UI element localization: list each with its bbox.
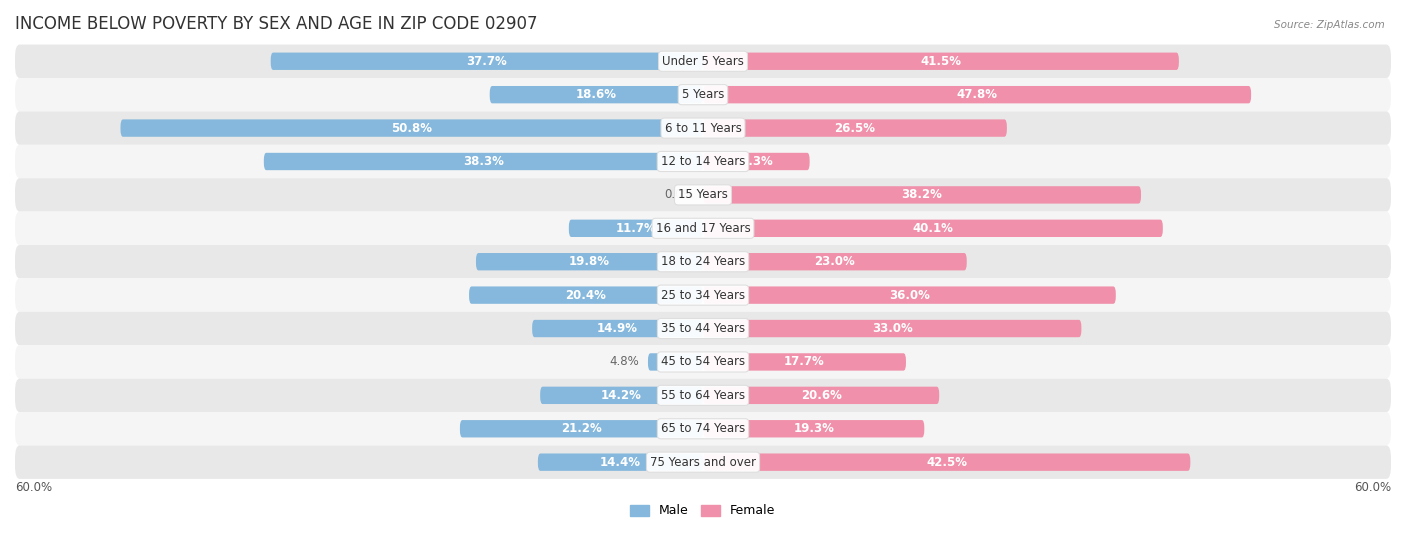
- Text: 25 to 34 Years: 25 to 34 Years: [661, 288, 745, 302]
- Text: 50.8%: 50.8%: [391, 121, 432, 135]
- FancyBboxPatch shape: [15, 245, 1391, 278]
- Text: 23.0%: 23.0%: [814, 255, 855, 268]
- FancyBboxPatch shape: [540, 387, 703, 404]
- FancyBboxPatch shape: [460, 420, 703, 438]
- FancyBboxPatch shape: [703, 53, 1178, 70]
- Legend: Male, Female: Male, Female: [626, 499, 780, 523]
- Text: 65 to 74 Years: 65 to 74 Years: [661, 422, 745, 435]
- Text: 4.8%: 4.8%: [609, 356, 638, 368]
- FancyBboxPatch shape: [703, 186, 1142, 203]
- FancyBboxPatch shape: [703, 153, 810, 170]
- FancyBboxPatch shape: [703, 86, 1251, 103]
- Text: 14.9%: 14.9%: [598, 322, 638, 335]
- Text: 11.7%: 11.7%: [616, 222, 657, 235]
- Text: 18 to 24 Years: 18 to 24 Years: [661, 255, 745, 268]
- FancyBboxPatch shape: [271, 53, 703, 70]
- Text: 19.3%: 19.3%: [793, 422, 834, 435]
- FancyBboxPatch shape: [15, 145, 1391, 178]
- FancyBboxPatch shape: [648, 353, 703, 371]
- FancyBboxPatch shape: [703, 286, 1116, 304]
- FancyBboxPatch shape: [703, 120, 1007, 137]
- Text: 38.3%: 38.3%: [463, 155, 503, 168]
- FancyBboxPatch shape: [703, 353, 905, 371]
- Text: 12 to 14 Years: 12 to 14 Years: [661, 155, 745, 168]
- FancyBboxPatch shape: [15, 178, 1391, 212]
- Text: 20.6%: 20.6%: [800, 389, 842, 402]
- Text: 45 to 54 Years: 45 to 54 Years: [661, 356, 745, 368]
- Text: 60.0%: 60.0%: [15, 481, 52, 494]
- Text: 37.7%: 37.7%: [467, 55, 508, 68]
- FancyBboxPatch shape: [15, 312, 1391, 345]
- FancyBboxPatch shape: [121, 120, 703, 137]
- FancyBboxPatch shape: [531, 320, 703, 337]
- Text: 40.1%: 40.1%: [912, 222, 953, 235]
- FancyBboxPatch shape: [489, 86, 703, 103]
- FancyBboxPatch shape: [477, 253, 703, 271]
- Text: 14.2%: 14.2%: [602, 389, 643, 402]
- Text: 21.2%: 21.2%: [561, 422, 602, 435]
- Text: 19.8%: 19.8%: [569, 255, 610, 268]
- Text: 17.7%: 17.7%: [785, 356, 825, 368]
- Text: 5 Years: 5 Years: [682, 88, 724, 101]
- FancyBboxPatch shape: [703, 387, 939, 404]
- Text: 35 to 44 Years: 35 to 44 Years: [661, 322, 745, 335]
- FancyBboxPatch shape: [15, 78, 1391, 111]
- FancyBboxPatch shape: [538, 453, 703, 471]
- FancyBboxPatch shape: [470, 286, 703, 304]
- Text: 26.5%: 26.5%: [834, 121, 876, 135]
- Text: 33.0%: 33.0%: [872, 322, 912, 335]
- FancyBboxPatch shape: [15, 378, 1391, 412]
- Text: 0.0%: 0.0%: [664, 188, 693, 201]
- Text: 9.3%: 9.3%: [740, 155, 773, 168]
- Text: INCOME BELOW POVERTY BY SEX AND AGE IN ZIP CODE 02907: INCOME BELOW POVERTY BY SEX AND AGE IN Z…: [15, 15, 537, 33]
- Text: 20.4%: 20.4%: [565, 288, 606, 302]
- Text: 42.5%: 42.5%: [927, 456, 967, 468]
- Text: 36.0%: 36.0%: [889, 288, 929, 302]
- FancyBboxPatch shape: [703, 420, 924, 438]
- Text: 75 Years and over: 75 Years and over: [650, 456, 756, 468]
- FancyBboxPatch shape: [15, 278, 1391, 312]
- FancyBboxPatch shape: [15, 45, 1391, 78]
- FancyBboxPatch shape: [15, 345, 1391, 378]
- FancyBboxPatch shape: [703, 253, 967, 271]
- Text: 38.2%: 38.2%: [901, 188, 942, 201]
- FancyBboxPatch shape: [703, 453, 1191, 471]
- Text: 15 Years: 15 Years: [678, 188, 728, 201]
- FancyBboxPatch shape: [703, 220, 1163, 237]
- Text: 18.6%: 18.6%: [576, 88, 617, 101]
- FancyBboxPatch shape: [264, 153, 703, 170]
- Text: 47.8%: 47.8%: [956, 88, 997, 101]
- FancyBboxPatch shape: [569, 220, 703, 237]
- Text: 14.4%: 14.4%: [600, 456, 641, 468]
- FancyBboxPatch shape: [15, 446, 1391, 479]
- Text: 41.5%: 41.5%: [921, 55, 962, 68]
- Text: 60.0%: 60.0%: [1354, 481, 1391, 494]
- FancyBboxPatch shape: [15, 212, 1391, 245]
- Text: 16 and 17 Years: 16 and 17 Years: [655, 222, 751, 235]
- Text: Source: ZipAtlas.com: Source: ZipAtlas.com: [1274, 20, 1385, 30]
- FancyBboxPatch shape: [703, 320, 1081, 337]
- Text: Under 5 Years: Under 5 Years: [662, 55, 744, 68]
- Text: 55 to 64 Years: 55 to 64 Years: [661, 389, 745, 402]
- Text: 6 to 11 Years: 6 to 11 Years: [665, 121, 741, 135]
- FancyBboxPatch shape: [15, 111, 1391, 145]
- FancyBboxPatch shape: [15, 412, 1391, 446]
